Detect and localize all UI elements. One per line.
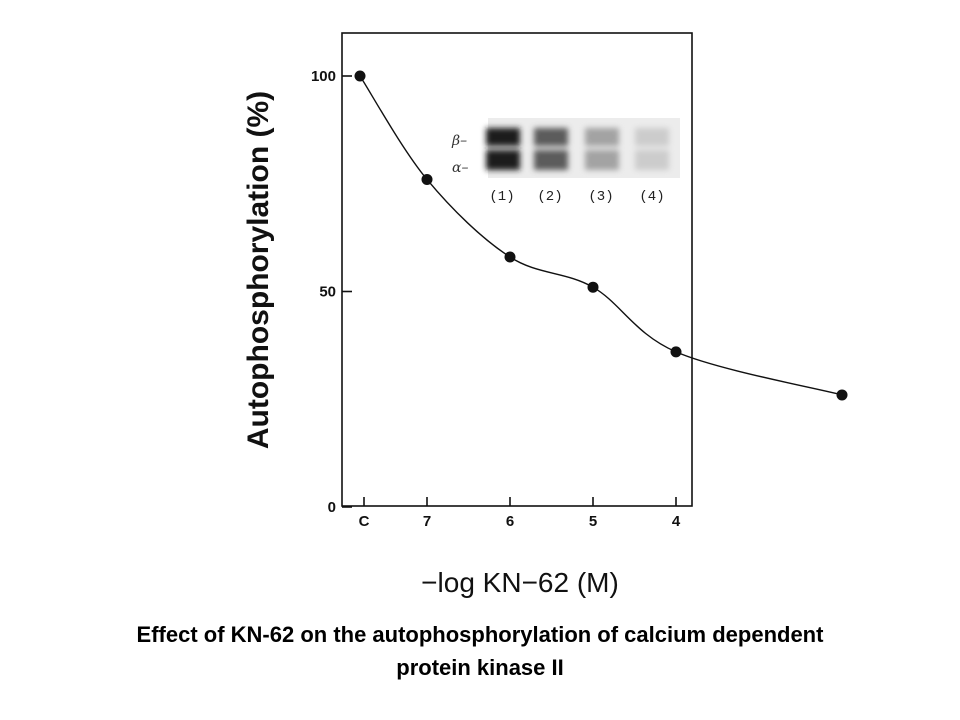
gel-lane bbox=[534, 128, 568, 170]
chart: 0 50 100 C 7 6 5 4 Autophosphorylation (%) −lo… bbox=[242, 32, 848, 598]
gel-lane bbox=[486, 128, 520, 170]
x-axis-label: −log KN−62 (M) bbox=[421, 567, 619, 598]
caption-line-2: protein kinase II bbox=[396, 655, 564, 680]
y-tick-label: 50 bbox=[319, 284, 336, 301]
y-tick-label: 0 bbox=[328, 499, 336, 516]
data-point bbox=[421, 173, 433, 185]
gel-band-alpha bbox=[534, 150, 568, 170]
x-tick-label: 6 bbox=[506, 513, 514, 530]
y-axis-label: Autophosphorylation (%) bbox=[242, 91, 275, 449]
gel-lane bbox=[635, 128, 669, 170]
x-tick-label: 4 bbox=[672, 513, 681, 530]
gel-band-beta bbox=[635, 128, 669, 146]
plot-frame bbox=[341, 32, 693, 507]
figure-caption: Effect of KN-62 on the autophosphorylati… bbox=[0, 618, 960, 684]
gel-band-alpha bbox=[486, 150, 520, 170]
lane-label-1: (1) bbox=[489, 189, 514, 205]
gel-band-beta bbox=[534, 128, 568, 146]
fit-curve bbox=[359, 75, 843, 396]
gel-lane bbox=[585, 128, 619, 170]
data-point bbox=[670, 346, 682, 358]
data-point bbox=[587, 281, 599, 293]
caption-line-1: Effect of KN-62 on the autophosphorylati… bbox=[136, 622, 824, 647]
gel-band-beta bbox=[585, 128, 619, 146]
x-tick-label: 7 bbox=[423, 513, 431, 530]
band-label-beta: β– bbox=[451, 133, 467, 149]
y-tick-label: 100 bbox=[311, 68, 336, 85]
gel-band-alpha bbox=[635, 150, 669, 170]
data-point bbox=[836, 389, 848, 401]
gel-inset: β– α– (1) (2) (3) (4) bbox=[451, 118, 680, 205]
lane-label-3: (3) bbox=[588, 189, 613, 205]
x-tick-label: 5 bbox=[589, 513, 597, 530]
x-tick-label: C bbox=[359, 513, 370, 530]
data-point bbox=[504, 251, 516, 263]
lane-label-2: (2) bbox=[537, 189, 562, 205]
data-point bbox=[354, 70, 366, 82]
lane-label-4: (4) bbox=[639, 189, 664, 205]
gel-band-beta bbox=[486, 128, 520, 146]
gel-band-alpha bbox=[585, 150, 619, 170]
band-label-alpha: α– bbox=[452, 160, 468, 176]
